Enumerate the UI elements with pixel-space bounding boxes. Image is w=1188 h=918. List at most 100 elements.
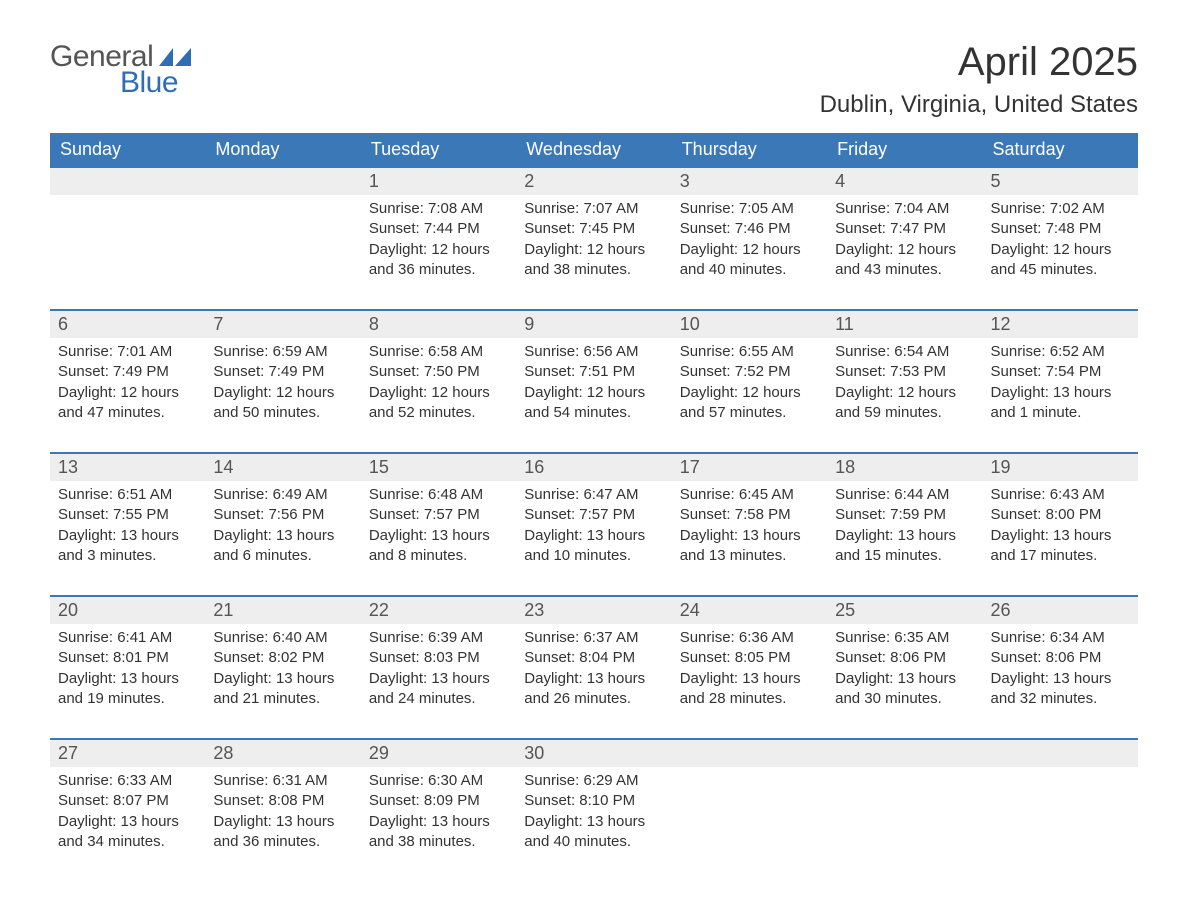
day-number: 2 xyxy=(524,171,534,191)
day-number: 26 xyxy=(991,600,1011,620)
daylight-text: Daylight: 12 hours and 54 minutes. xyxy=(524,383,663,424)
sunrise-text: Sunrise: 6:45 AM xyxy=(680,485,819,505)
week-detail-row: Sunrise: 7:08 AMSunset: 7:44 PMDaylight:… xyxy=(50,195,1138,298)
sunrise-text: Sunrise: 6:58 AM xyxy=(369,342,508,362)
day-number-cell: 14 xyxy=(205,453,360,481)
day-number: 12 xyxy=(991,314,1011,334)
day-number: 11 xyxy=(835,314,854,334)
day-number: 10 xyxy=(680,314,700,334)
sunrise-text: Sunrise: 6:52 AM xyxy=(991,342,1130,362)
sunset-text: Sunset: 8:10 PM xyxy=(524,791,663,811)
day-number: 14 xyxy=(213,457,233,477)
day-header: Thursday xyxy=(672,133,827,167)
sunset-text: Sunset: 7:58 PM xyxy=(680,505,819,525)
daylight-text: Daylight: 13 hours and 17 minutes. xyxy=(991,526,1130,567)
day-number: 16 xyxy=(524,457,544,477)
logo-flag-icon xyxy=(159,48,191,66)
daylight-text: Daylight: 12 hours and 59 minutes. xyxy=(835,383,974,424)
day-detail-cell: Sunrise: 6:58 AMSunset: 7:50 PMDaylight:… xyxy=(361,338,516,441)
sunset-text: Sunset: 8:05 PM xyxy=(680,648,819,668)
week-daynum-row: 6 78 9 10 11 12 xyxy=(50,310,1138,338)
day-detail-cell: Sunrise: 6:35 AMSunset: 8:06 PMDaylight:… xyxy=(827,624,982,727)
day-detail-cell: Sunrise: 6:48 AMSunset: 7:57 PMDaylight:… xyxy=(361,481,516,584)
sunset-text: Sunset: 7:48 PM xyxy=(991,219,1130,239)
sunrise-text: Sunrise: 6:48 AM xyxy=(369,485,508,505)
daylight-text: Daylight: 12 hours and 38 minutes. xyxy=(524,240,663,281)
sunrise-text: Sunrise: 7:04 AM xyxy=(835,199,974,219)
day-number: 5 xyxy=(991,171,1001,191)
sunset-text: Sunset: 7:55 PM xyxy=(58,505,197,525)
week-separator xyxy=(50,298,1138,310)
day-detail-cell: Sunrise: 6:41 AMSunset: 8:01 PMDaylight:… xyxy=(50,624,205,727)
day-number-cell: 27 xyxy=(50,739,205,767)
daylight-text: Daylight: 13 hours and 36 minutes. xyxy=(213,812,352,853)
header: General Blue April 2025 Dublin, Virginia… xyxy=(50,40,1138,125)
daylight-text: Daylight: 13 hours and 38 minutes. xyxy=(369,812,508,853)
sunset-text: Sunset: 7:53 PM xyxy=(835,362,974,382)
calendar-table: Sunday Monday Tuesday Wednesday Thursday… xyxy=(50,133,1138,870)
day-detail-cell: Sunrise: 6:29 AMSunset: 8:10 PMDaylight:… xyxy=(516,767,671,870)
sunrise-text: Sunrise: 6:35 AM xyxy=(835,628,974,648)
daylight-text: Daylight: 13 hours and 26 minutes. xyxy=(524,669,663,710)
week-separator xyxy=(50,441,1138,453)
sunset-text: Sunset: 7:46 PM xyxy=(680,219,819,239)
week-daynum-row: 27282930 xyxy=(50,739,1138,767)
daylight-text: Daylight: 13 hours and 10 minutes. xyxy=(524,526,663,567)
day-number-cell: 10 xyxy=(672,310,827,338)
day-number-cell: 7 xyxy=(205,310,360,338)
daylight-text: Daylight: 12 hours and 47 minutes. xyxy=(58,383,197,424)
day-detail-cell: Sunrise: 6:44 AMSunset: 7:59 PMDaylight:… xyxy=(827,481,982,584)
daylight-text: Daylight: 13 hours and 19 minutes. xyxy=(58,669,197,710)
day-number: 25 xyxy=(835,600,855,620)
day-number: 29 xyxy=(369,743,389,763)
daylight-text: Daylight: 13 hours and 32 minutes. xyxy=(991,669,1130,710)
day-number: 9 xyxy=(524,314,534,334)
day-detail-cell: Sunrise: 7:07 AMSunset: 7:45 PMDaylight:… xyxy=(516,195,671,298)
week-detail-row: Sunrise: 6:33 AMSunset: 8:07 PMDaylight:… xyxy=(50,767,1138,870)
daylight-text: Daylight: 13 hours and 15 minutes. xyxy=(835,526,974,567)
month-title: April 2025 xyxy=(820,40,1138,85)
daylight-text: Daylight: 12 hours and 57 minutes. xyxy=(680,383,819,424)
sunrise-text: Sunrise: 6:31 AM xyxy=(213,771,352,791)
day-number-cell: 12 xyxy=(983,310,1138,338)
sunset-text: Sunset: 8:00 PM xyxy=(991,505,1130,525)
sunrise-text: Sunrise: 6:34 AM xyxy=(991,628,1130,648)
daylight-text: Daylight: 12 hours and 36 minutes. xyxy=(369,240,508,281)
sunrise-text: Sunrise: 7:08 AM xyxy=(369,199,508,219)
daylight-text: Daylight: 13 hours and 13 minutes. xyxy=(680,526,819,567)
day-number-cell: 2 xyxy=(516,167,671,195)
day-number: 27 xyxy=(58,743,78,763)
sunset-text: Sunset: 7:51 PM xyxy=(524,362,663,382)
sunrise-text: Sunrise: 6:51 AM xyxy=(58,485,197,505)
sunset-text: Sunset: 8:06 PM xyxy=(835,648,974,668)
day-detail-cell: Sunrise: 6:33 AMSunset: 8:07 PMDaylight:… xyxy=(50,767,205,870)
day-number-cell: 23 xyxy=(516,596,671,624)
day-header: Friday xyxy=(827,133,982,167)
day-number: 15 xyxy=(369,457,389,477)
daylight-text: Daylight: 13 hours and 21 minutes. xyxy=(213,669,352,710)
day-number-cell: 22 xyxy=(361,596,516,624)
logo-text-blue: Blue xyxy=(120,66,178,100)
day-header: Wednesday xyxy=(516,133,671,167)
sunset-text: Sunset: 7:45 PM xyxy=(524,219,663,239)
daylight-text: Daylight: 13 hours and 34 minutes. xyxy=(58,812,197,853)
sunrise-text: Sunrise: 6:56 AM xyxy=(524,342,663,362)
day-number: 24 xyxy=(680,600,700,620)
sunset-text: Sunset: 8:03 PM xyxy=(369,648,508,668)
daylight-text: Daylight: 12 hours and 52 minutes. xyxy=(369,383,508,424)
sunrise-text: Sunrise: 6:54 AM xyxy=(835,342,974,362)
day-detail-cell: Sunrise: 6:45 AMSunset: 7:58 PMDaylight:… xyxy=(672,481,827,584)
day-number: 8 xyxy=(369,314,379,334)
day-number-cell: 19 xyxy=(983,453,1138,481)
day-detail-cell: Sunrise: 7:08 AMSunset: 7:44 PMDaylight:… xyxy=(361,195,516,298)
day-number-cell: 25 xyxy=(827,596,982,624)
day-number-cell: 28 xyxy=(205,739,360,767)
day-number-cell: 3 xyxy=(672,167,827,195)
day-detail-cell: Sunrise: 6:31 AMSunset: 8:08 PMDaylight:… xyxy=(205,767,360,870)
daylight-text: Daylight: 12 hours and 50 minutes. xyxy=(213,383,352,424)
day-header: Tuesday xyxy=(361,133,516,167)
sunset-text: Sunset: 8:09 PM xyxy=(369,791,508,811)
day-number-cell xyxy=(983,739,1138,767)
day-number: 6 xyxy=(58,314,68,334)
sunset-text: Sunset: 7:57 PM xyxy=(524,505,663,525)
